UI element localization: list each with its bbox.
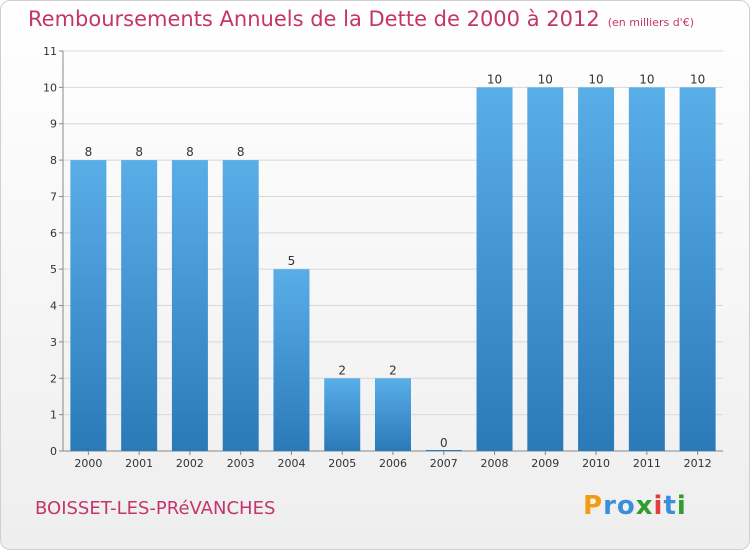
x-tick-label-2005: 2005 [328,457,356,470]
data-label-2003: 8 [237,145,245,159]
y-tick-label: 0 [50,445,57,458]
data-label-2005: 2 [338,363,346,377]
y-tick-label: 7 [50,190,57,203]
data-label-2001: 8 [135,145,143,159]
commune-name: BOISSET-LES-PRéVANCHES [35,498,276,519]
bar-2002 [171,160,208,451]
logo-letter: i [676,491,687,521]
bar-2000 [70,160,107,451]
data-label-2002: 8 [186,145,194,159]
x-tick-label-2006: 2006 [379,457,407,470]
y-tick-label: 11 [43,45,57,58]
x-tick-label-2004: 2004 [277,457,305,470]
x-tick-label-2000: 2000 [74,457,102,470]
bar-chart: 0 1 2 3 4 5 6 7 8 9 10 11 2000 8 2001 8 2002 8 2003 8 2004 5 2… [43,45,723,470]
logo-letter: r [603,491,617,521]
y-tick-label: 5 [50,263,57,276]
data-label-2008: 10 [487,72,502,86]
x-tick-label-2002: 2002 [176,457,204,470]
x-tick-label-2009: 2009 [531,457,559,470]
logo-letter: i [653,491,664,521]
y-tick-label: 6 [50,227,57,240]
bars [70,87,716,451]
x-tick-label-2007: 2007 [430,457,458,470]
bar-2006 [375,378,411,451]
data-label-2010: 10 [588,72,603,86]
logo-letter: o [616,491,636,521]
y-tick-label: 8 [50,154,57,167]
x-tick-label-2001: 2001 [125,457,153,470]
x-tick-label-2010: 2010 [582,457,610,470]
x-tick-label-2011: 2011 [633,457,661,470]
bar-2004 [273,269,310,451]
data-label-2006: 2 [389,363,397,377]
x-tick-label-2012: 2012 [684,457,712,470]
y-tick-label: 9 [50,118,57,131]
y-tick-label: 10 [43,81,57,94]
bar-2010 [578,87,615,451]
data-label-2012: 10 [690,72,705,86]
chart-title-text: Remboursements Annuels de la Dette de 20… [28,7,600,31]
data-label-2004: 5 [288,254,296,268]
unit-note: (en milliers d'€) [607,16,694,29]
y-tick-label: 3 [50,336,57,349]
logo-letter: t [663,491,677,521]
x-tick-label-2008: 2008 [481,457,509,470]
logo-letter: x [635,491,654,521]
chart-title: Remboursements Annuels de la Dette de 20… [28,7,694,31]
y-tick-label: 2 [50,372,57,385]
bar-2001 [121,160,158,451]
x-tick-label-2003: 2003 [227,457,255,470]
labels: 0 1 2 3 4 5 6 7 8 9 10 11 2000 8 2001 8 2002 8 2003 8 2004 5 2… [43,45,712,470]
proxiti-logo: Proxiti [583,491,687,521]
bar-2007 [425,450,462,451]
logo-letter: P [583,491,604,521]
data-label-2007: 0 [440,436,448,450]
y-tick-label: 4 [50,300,57,313]
bar-2003 [222,160,259,451]
bar-2012 [679,87,716,451]
data-label-2011: 10 [639,72,654,86]
data-label-2009: 10 [538,72,553,86]
y-tick-label: 1 [50,409,57,422]
bar-2005 [324,378,361,451]
data-label-2000: 8 [85,145,93,159]
bar-2008 [476,87,513,451]
bar-2009 [527,87,564,451]
bar-2011 [628,87,665,451]
